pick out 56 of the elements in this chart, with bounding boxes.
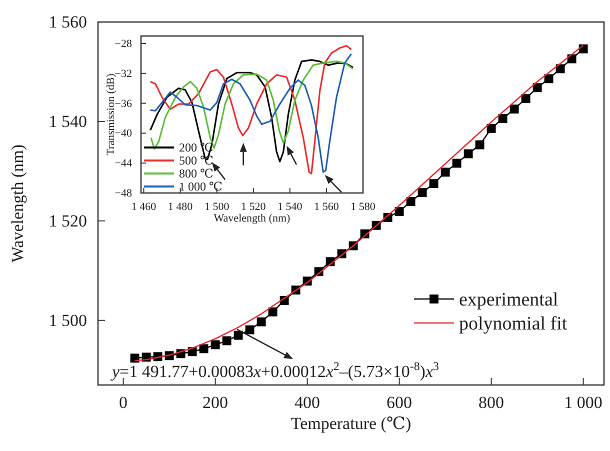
point [567, 54, 576, 64]
y-tick-label: −48 [114, 188, 132, 200]
y-tick-label: −28 [114, 38, 132, 50]
point [429, 179, 438, 188]
x-tick-label: 1 460 [131, 200, 157, 213]
y-tick-label: −40 [114, 128, 132, 140]
point [418, 188, 427, 198]
y-axis-title: Transmission (dB) [105, 73, 117, 156]
x-tick-label: 200 [202, 393, 228, 412]
point [394, 206, 404, 216]
point [222, 336, 232, 346]
point [544, 74, 554, 84]
x-tick-label: 1 000 [564, 393, 602, 412]
x-axis-title: Wavelength (nm) [214, 212, 291, 225]
point [440, 168, 450, 177]
point [130, 354, 140, 363]
legend-label: 500 ℃ [179, 154, 214, 168]
x-tick-label: 1 520 [240, 200, 266, 213]
legend-label: polynomial fit [459, 314, 568, 335]
point [268, 307, 278, 316]
x-tick-label: 1 540 [278, 200, 303, 213]
x-tick-label: 800 [478, 393, 504, 412]
y-tick-label: −44 [114, 158, 132, 170]
x-tick-label: 1 580 [350, 200, 376, 213]
point [578, 44, 588, 54]
point [256, 317, 266, 326]
point [521, 94, 530, 104]
legend-label: 1 000 ℃ [179, 180, 222, 194]
x-tick-label: 1 500 [204, 200, 230, 213]
point [486, 124, 496, 133]
point [464, 149, 473, 158]
x-axis-title: Temperature (℃) [290, 414, 412, 434]
point [210, 340, 220, 350]
point [510, 104, 519, 114]
y-tick-label: 1 540 [48, 112, 87, 131]
point [406, 197, 416, 206]
point [532, 83, 542, 92]
text: y=1 491.77+0.00083x+0.00012x$^{2}$–(5.73×10$^{-8}$)x$^{3}$ [112, 359, 439, 381]
y-axis-title: Wavelength (nm) [8, 144, 27, 263]
legend-label: experimental [459, 290, 558, 311]
point [245, 325, 254, 334]
x-tick-label: 1 480 [168, 200, 194, 213]
y-tick-label: −32 [114, 68, 132, 80]
point [498, 114, 508, 123]
point [475, 140, 484, 150]
y-tick-label: 1 560 [48, 12, 87, 32]
point [452, 158, 462, 168]
legend-label: 800 ℃ [179, 166, 214, 181]
x-tick-label: 1 560 [314, 200, 340, 213]
x-tick-label: 400 [294, 393, 320, 412]
x-tick-label: 600 [386, 393, 412, 412]
point [199, 344, 208, 354]
point [234, 330, 243, 340]
y-tick-label: −36 [114, 98, 132, 110]
x-tick-label: 0 [119, 393, 128, 412]
y-tick-label: 1 500 [48, 310, 87, 330]
